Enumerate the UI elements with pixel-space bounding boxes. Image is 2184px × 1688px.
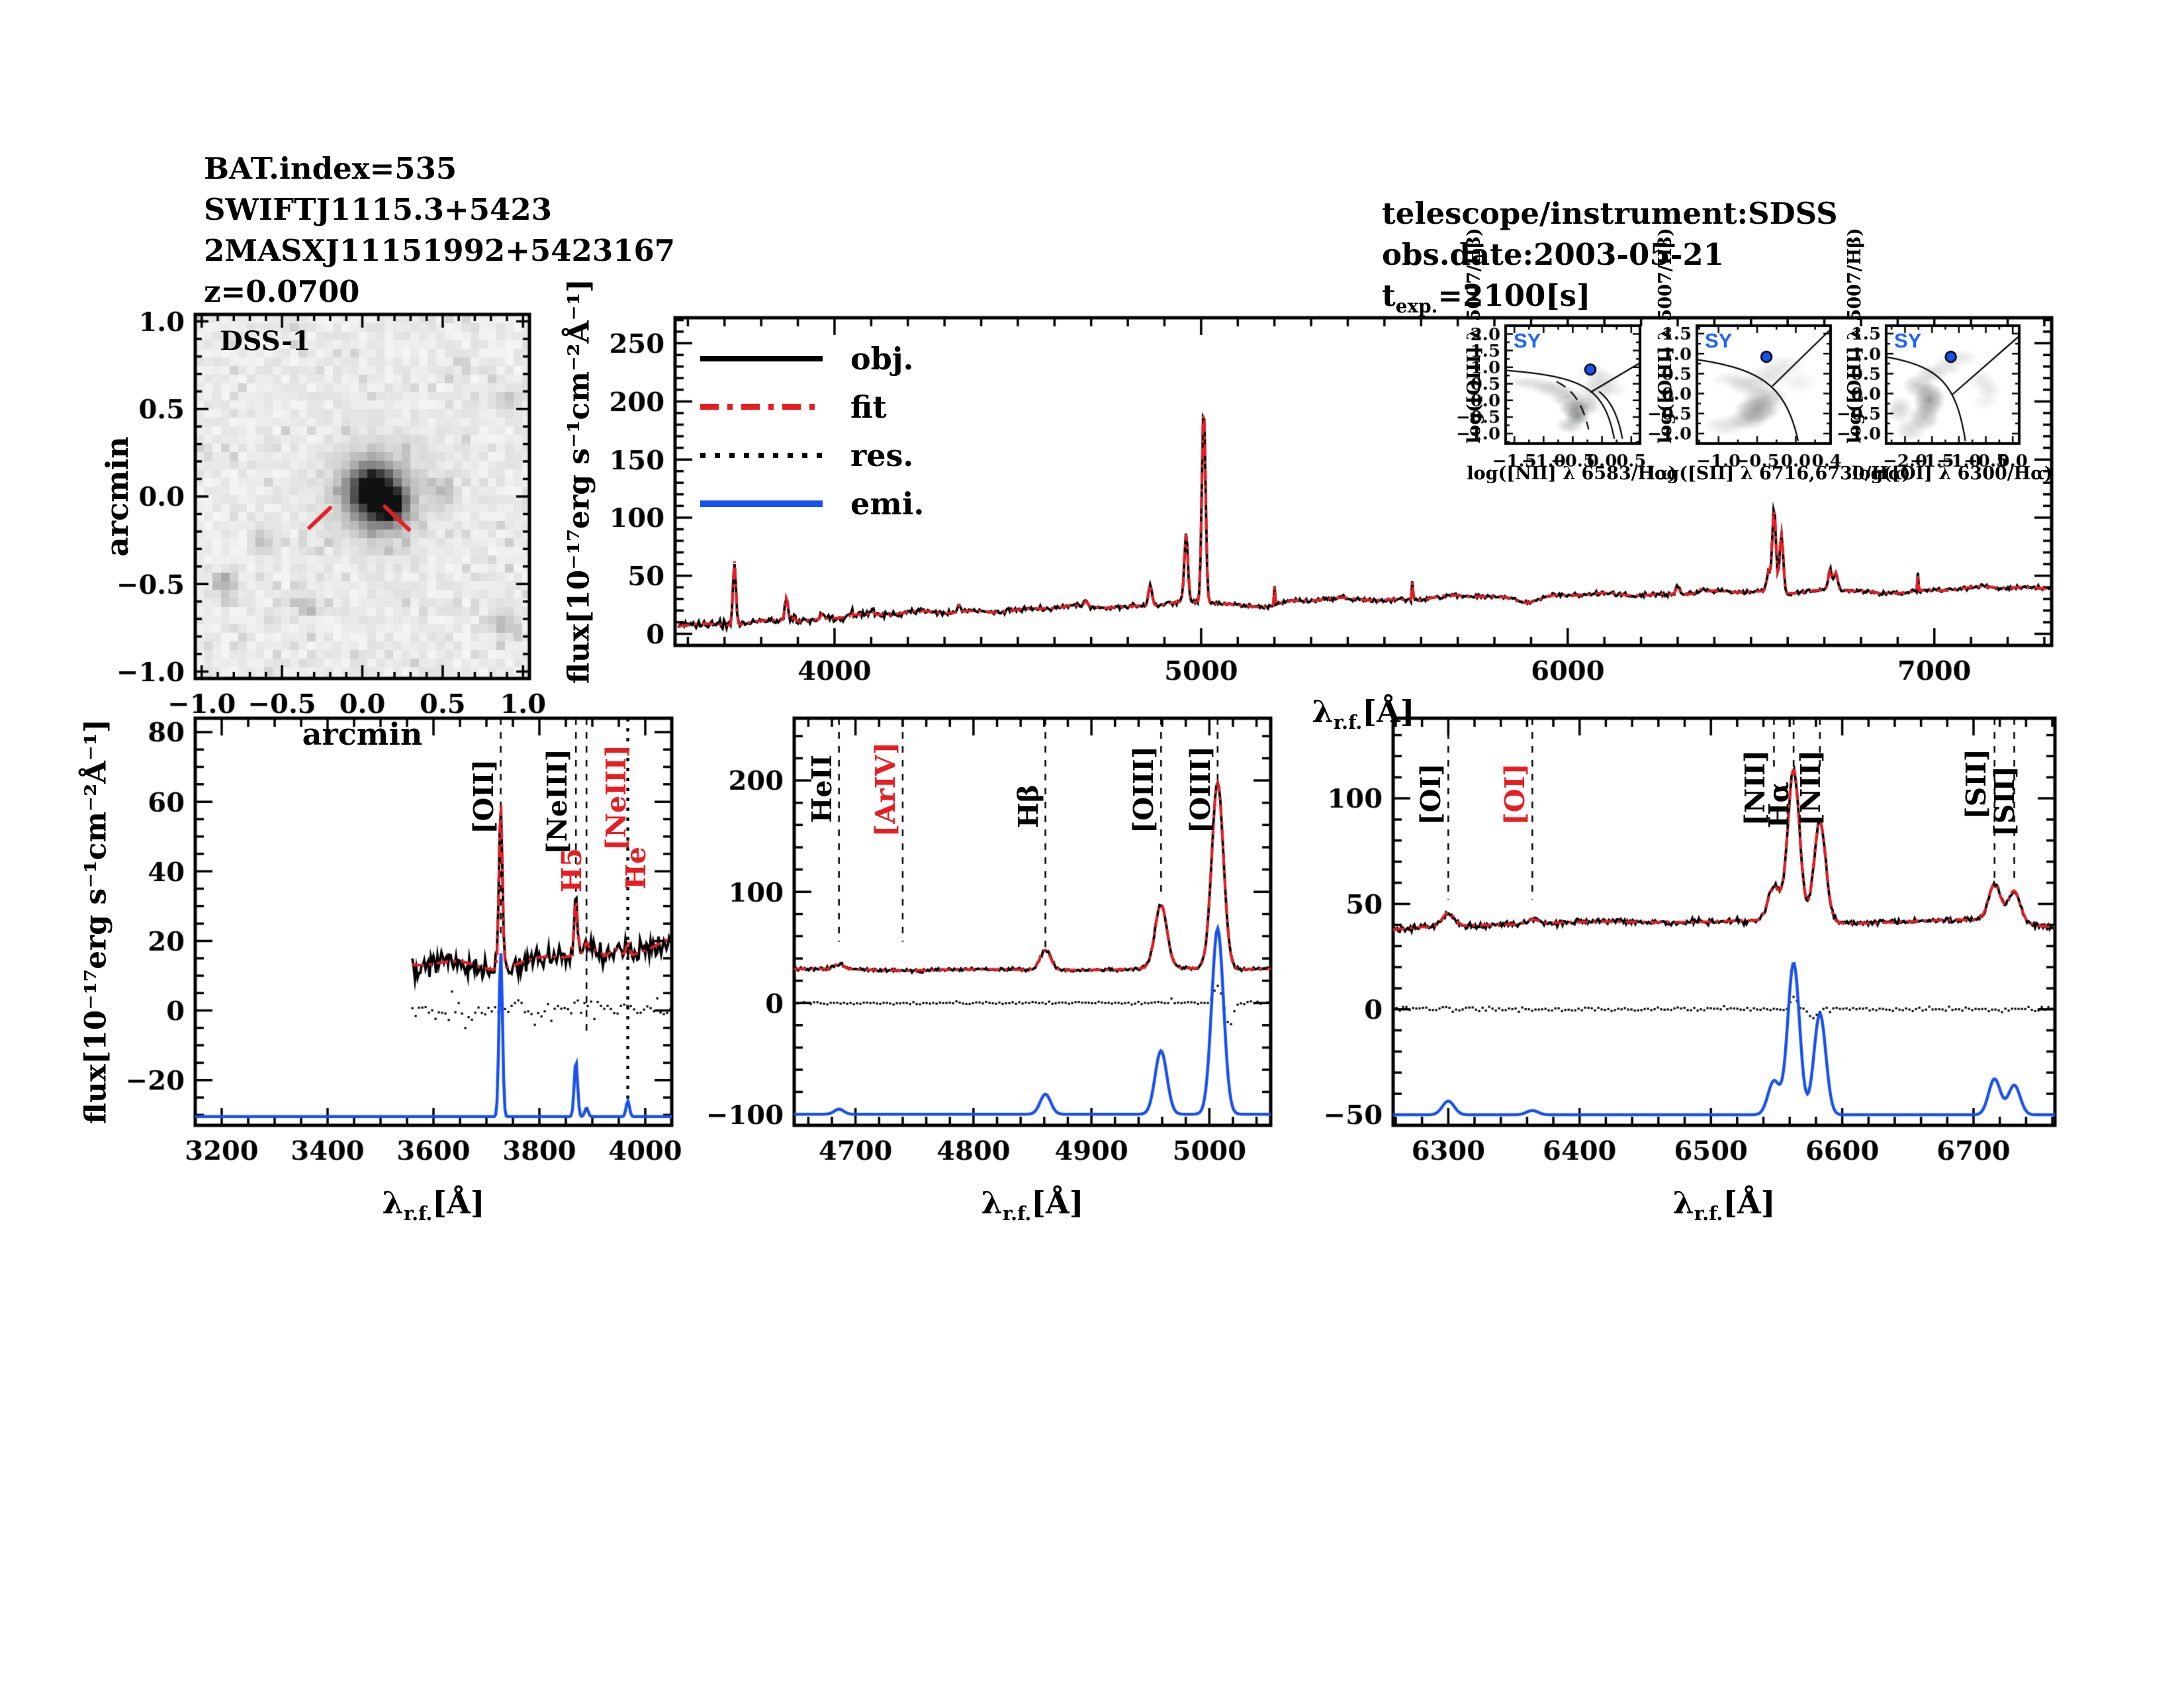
angstrom-unit: [Å] [1362, 694, 1415, 729]
zoom-hbeta-x-axis-title: λr.f.[Å] [794, 1185, 1271, 1225]
restframe-subscript: r.f. [1694, 1201, 1723, 1225]
angstrom-unit: [Å] [1723, 1185, 1776, 1221]
fit-line-sample [700, 404, 823, 410]
zoom-halpha-x-axis-title: λr.f.[Å] [1393, 1185, 2055, 1225]
bpt-sii-y-axis-title: log([OIII] λ 5007/Hβ) [1655, 228, 1676, 444]
bpt-oi-y-axis-title: log([OIII] λ 5007/Hβ) [1844, 228, 1865, 444]
texp-sub: exp. [1395, 295, 1438, 317]
bpt-sii-x-axis-title: log([SII] λ 6716,6730/Hα) [1648, 463, 1911, 484]
exposure-time: texp.=2100[s] [1382, 275, 1838, 327]
legend-row-res: res. [700, 431, 924, 479]
angstrom-unit: [Å] [1031, 1185, 1084, 1221]
lambda-symbol: λ [981, 1185, 1003, 1221]
legend-row-fit: fit [700, 383, 924, 431]
dss-y-axis-title: arcmin [99, 436, 135, 557]
lambda-symbol: λ [1312, 694, 1334, 729]
legend-label-obj: obj. [850, 340, 914, 377]
header-right-block: telescope/instrument:SDSS obs.date:2003-… [1382, 193, 1838, 327]
legend: obj. fit res. emi. [700, 334, 924, 528]
legend-label-res: res. [850, 437, 914, 473]
dss-label: DSS-1 [220, 326, 311, 357]
texp-value: =2100[s] [1437, 278, 1591, 313]
res-line-sample [700, 452, 823, 458]
legend-label-emi: emi. [850, 485, 925, 522]
lambda-symbol: λ [382, 1185, 404, 1221]
swift-name: SWIFTJ1115.3+5423 [204, 192, 552, 227]
emi-line-sample [700, 500, 823, 507]
restframe-subscript: r.f. [1333, 710, 1363, 733]
legend-label-fit: fit [850, 389, 887, 425]
texp-t: t [1382, 278, 1396, 313]
header-left-block: BAT.index=535 SWIFTJ1115.3+5423 2MASXJ11… [204, 148, 675, 312]
main-x-axis-title: λr.f.[Å] [675, 694, 2052, 733]
main-y-axis-title: flux[10⁻¹⁷erg s⁻¹cm⁻²Å⁻¹] [562, 279, 596, 684]
obs-date: obs.date:2003-05-21 [1382, 237, 1724, 272]
restframe-subscript: r.f. [1002, 1201, 1032, 1225]
bpt-oi-class-label: SY [1894, 329, 1922, 352]
bpt-nii-x-axis-title: log([NII] λ 6583/Hα) [1467, 463, 1677, 484]
telescope-instrument: telescope/instrument:SDSS [1382, 196, 1838, 231]
legend-row-emi: emi. [700, 479, 924, 528]
zoom-oii-x-axis-title: λr.f.[Å] [195, 1185, 672, 1225]
lambda-symbol: λ [1672, 1185, 1694, 1221]
bpt-sii-class-label: SY [1705, 329, 1733, 352]
legend-row-obj: obj. [700, 334, 924, 383]
redshift: z=0.0700 [204, 274, 360, 309]
obj-line-sample [700, 355, 823, 361]
angstrom-unit: [Å] [432, 1185, 485, 1221]
dss-x-axis-title: arcmin [302, 716, 423, 752]
bpt-nii-class-label: SY [1514, 329, 1541, 352]
zoom-oii-y-axis-title: flux[10⁻¹⁷erg s⁻¹cm⁻²Å⁻¹] [79, 719, 113, 1125]
restframe-subscript: r.f. [403, 1201, 433, 1225]
bpt-nii-y-axis-title: log([OIII] λ 5007/Hβ) [1464, 228, 1484, 444]
bpt-oi-x-axis-title: log([OI] λ 6300/Hα) [1852, 463, 2053, 484]
bat-index: BAT.index=535 [204, 151, 457, 186]
2masx-name: 2MASXJ11151992+5423167 [204, 233, 676, 268]
